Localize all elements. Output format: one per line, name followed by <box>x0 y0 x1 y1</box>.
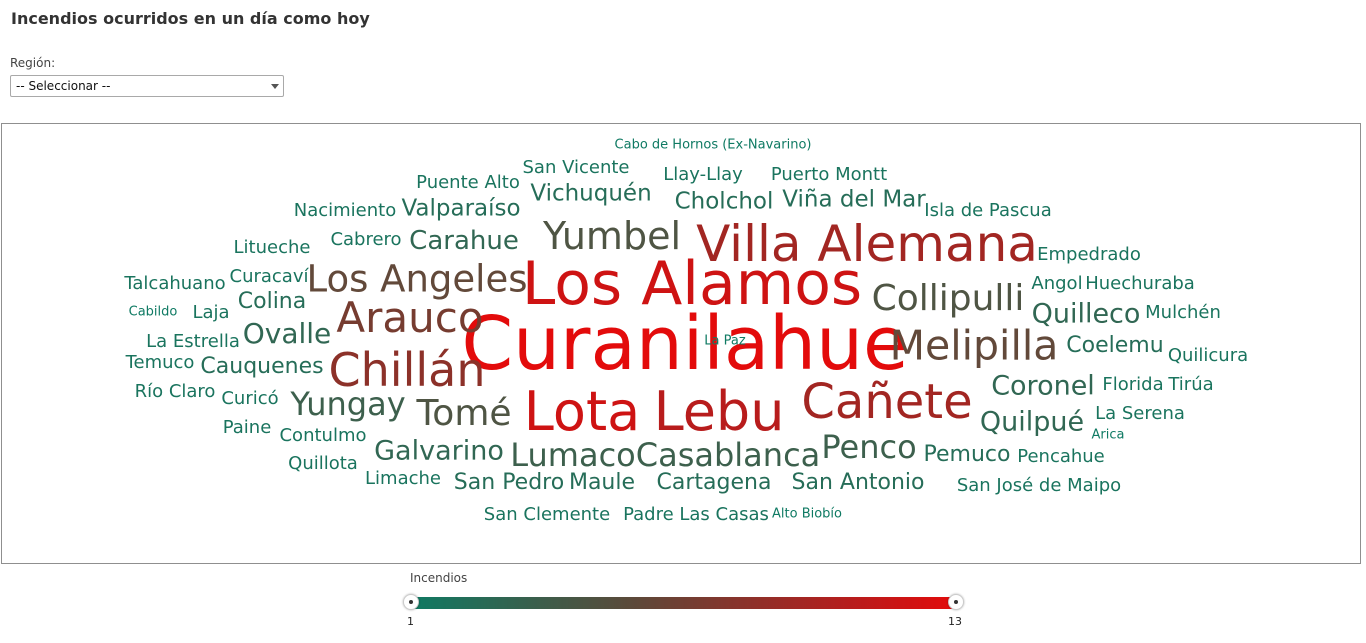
word-chillan[interactable]: Chillán <box>328 343 486 397</box>
word-empedrado[interactable]: Empedrado <box>1037 244 1141 265</box>
word-contulmo[interactable]: Contulmo <box>279 425 367 446</box>
word-maule[interactable]: Maule <box>568 470 636 495</box>
word-quilleco[interactable]: Quilleco <box>1031 298 1141 330</box>
word-puerto-montt[interactable]: Puerto Montt <box>770 164 888 185</box>
word-padre-las-casas[interactable]: Padre Las Casas <box>623 504 769 525</box>
word-curico[interactable]: Curicó <box>221 388 279 409</box>
word-san-antonio[interactable]: San Antonio <box>791 470 925 495</box>
word-la-estrella[interactable]: La Estrella <box>146 331 240 352</box>
region-select-value: -- Seleccionar -- <box>16 79 111 93</box>
word-limache[interactable]: Limache <box>365 468 441 489</box>
legend-min-label: 1 <box>407 615 414 628</box>
word-lebu[interactable]: Lebu <box>653 380 785 443</box>
word-la-serena[interactable]: La Serena <box>1095 403 1185 424</box>
legend-title: Incendios <box>410 571 468 585</box>
word-arica[interactable]: Arica <box>1091 427 1125 443</box>
word-yungay[interactable]: Yungay <box>290 385 406 423</box>
word-lumaco[interactable]: Lumaco <box>510 436 636 474</box>
word-lota[interactable]: Lota <box>523 380 641 443</box>
word-los-alamos[interactable]: Los Alamos <box>521 249 863 319</box>
word-rio-claro[interactable]: Río Claro <box>134 381 216 402</box>
word-alto-biobio[interactable]: Alto Biobío <box>772 506 842 522</box>
word-penco[interactable]: Penco <box>821 428 917 466</box>
word-quillota[interactable]: Quillota <box>288 453 358 474</box>
word-laja[interactable]: Laja <box>192 302 230 323</box>
word-litueche[interactable]: Litueche <box>233 237 311 258</box>
word-collipulli[interactable]: Collipulli <box>871 278 1025 319</box>
word-quilpue[interactable]: Quilpué <box>979 406 1085 438</box>
word-temuco[interactable]: Temuco <box>125 352 195 373</box>
word-coelemu[interactable]: Coelemu <box>1066 333 1164 358</box>
word-san-pedro[interactable]: San Pedro <box>453 470 565 495</box>
word-vina-del-mar[interactable]: Viña del Mar <box>782 186 926 213</box>
word-cabo-de-hornos-ex-navarino[interactable]: Cabo de Hornos (Ex-Navarino) <box>614 137 812 153</box>
word-cholchol[interactable]: Cholchol <box>674 188 774 215</box>
word-cabrero[interactable]: Cabrero <box>330 229 402 250</box>
word-angol[interactable]: Angol <box>1031 273 1083 294</box>
word-florida[interactable]: Florida <box>1102 374 1164 395</box>
word-carahue[interactable]: Carahue <box>409 226 519 256</box>
word-ovalle[interactable]: Ovalle <box>242 317 332 350</box>
word-san-vicente[interactable]: San Vicente <box>522 157 630 178</box>
word-cabildo[interactable]: Cabildo <box>128 304 178 320</box>
word-tome[interactable]: Tomé <box>416 393 512 434</box>
word-arauco[interactable]: Arauco <box>336 293 484 342</box>
page-title: Incendios ocurridos en un día como hoy <box>11 9 370 28</box>
word-talcahuano[interactable]: Talcahuano <box>124 273 226 294</box>
word-huechuraba[interactable]: Huechuraba <box>1085 273 1195 294</box>
word-pemuco[interactable]: Pemuco <box>923 442 1011 467</box>
word-mulchen[interactable]: Mulchén <box>1145 302 1221 323</box>
chevron-down-icon <box>271 84 279 89</box>
word-isla-de-pascua[interactable]: Isla de Pascua <box>924 200 1052 221</box>
word-llay-llay[interactable]: Llay-Llay <box>663 164 743 185</box>
word-nacimiento[interactable]: Nacimiento <box>293 200 397 221</box>
word-colina[interactable]: Colina <box>237 289 307 314</box>
word-galvarino[interactable]: Galvarino <box>374 435 504 467</box>
word-pencahue[interactable]: Pencahue <box>1017 446 1105 467</box>
word-san-jose-de-maipo[interactable]: San José de Maipo <box>956 475 1122 496</box>
word-cloud: Curanilahue Los Alamos Lota Lebu Villa Alema… <box>1 123 1361 564</box>
legend-color-bar <box>410 597 956 609</box>
word-curacavi[interactable]: Curacaví <box>229 266 309 287</box>
region-select[interactable]: -- Seleccionar -- <box>10 75 284 97</box>
word-los-angeles[interactable]: Los Angeles <box>306 257 528 301</box>
word-canete[interactable]: Cañete <box>801 374 973 430</box>
word-cartagena[interactable]: Cartagena <box>656 470 772 495</box>
legend-max-handle[interactable] <box>948 594 964 610</box>
word-la-paz[interactable]: La Paz <box>704 333 746 349</box>
word-villa-alemana[interactable]: Villa Alemana <box>696 215 1038 273</box>
word-quilicura[interactable]: Quilicura <box>1167 345 1249 366</box>
word-san-clemente[interactable]: San Clemente <box>483 504 611 525</box>
word-melipilla[interactable]: Melipilla <box>889 321 1059 370</box>
word-tirua[interactable]: Tirúa <box>1168 374 1214 395</box>
word-paine[interactable]: Paine <box>222 417 272 438</box>
legend-min-handle[interactable] <box>403 594 419 610</box>
word-valparaiso[interactable]: Valparaíso <box>401 195 521 222</box>
word-vichuquen[interactable]: Vichuquén <box>530 180 652 207</box>
word-curanilahue[interactable]: Curanilahue <box>461 301 909 387</box>
legend-max-label: 13 <box>948 615 962 628</box>
word-yumbel[interactable]: Yumbel <box>542 214 682 258</box>
word-puente-alto[interactable]: Puente Alto <box>416 172 520 193</box>
region-label: Región: <box>10 56 56 70</box>
word-cauquenes[interactable]: Cauquenes <box>200 354 324 379</box>
word-coronel[interactable]: Coronel <box>991 370 1095 402</box>
word-casablanca[interactable]: Casablanca <box>635 436 821 474</box>
